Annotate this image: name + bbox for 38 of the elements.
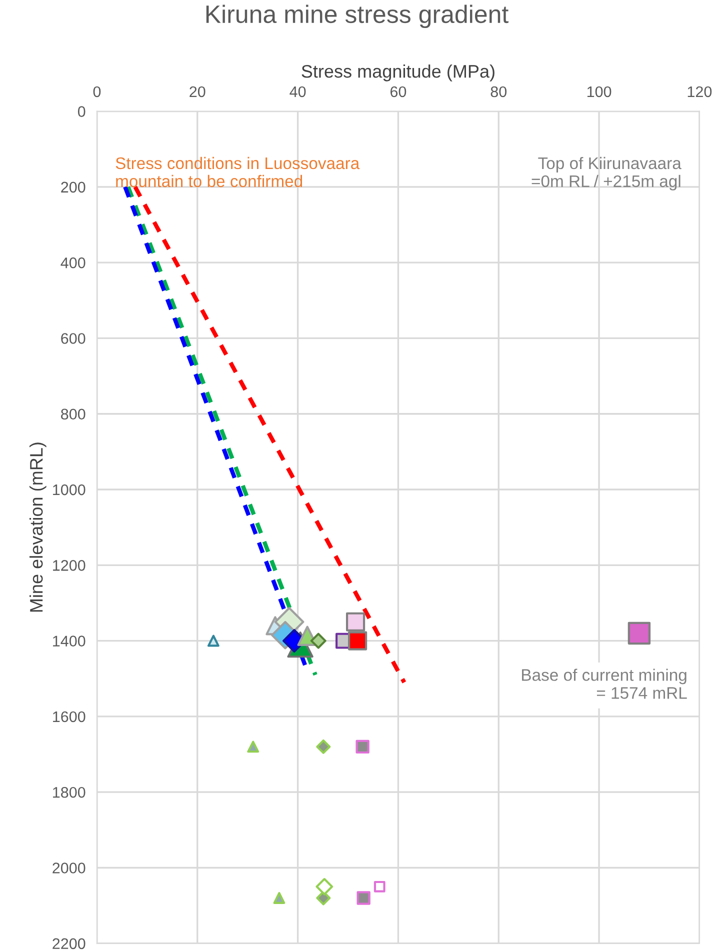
point [348, 631, 368, 650]
point [316, 890, 331, 906]
point [310, 632, 326, 649]
x-tick-label: 60 [390, 86, 406, 98]
point [316, 878, 334, 896]
y-tick-label: 1800 [53, 786, 86, 798]
y-tick-label: 1000 [53, 484, 86, 496]
y-axis-title: Mine elevation (mRL) [29, 442, 46, 612]
point [356, 740, 370, 754]
y-tick-label: 200 [61, 182, 86, 193]
x-axis-title: Stress magnitude (MPa) [302, 64, 494, 82]
annotation: Base of current mining = 1574 mRL [522, 668, 687, 699]
y-tick-label: 800 [61, 408, 86, 420]
y-tick-label: 0 [78, 106, 86, 117]
point [356, 891, 370, 905]
point [247, 740, 260, 753]
y-tick-label: 2200 [52, 938, 86, 950]
annotation: Top of Kiirunavaara =0m RL / +215m agl [532, 156, 682, 190]
x-tick-label: 20 [190, 86, 206, 98]
y-tick-label: 1600 [53, 711, 86, 722]
y-tick-label: 400 [60, 257, 86, 268]
point [273, 892, 286, 904]
x-tick-label: 80 [490, 86, 507, 98]
point [374, 880, 386, 892]
x-tick-label: 40 [290, 86, 306, 98]
y-tick-label: 2000 [52, 862, 86, 874]
point [207, 634, 220, 647]
x-tick-label: 100 [587, 86, 612, 98]
y-tick-label: 600 [61, 333, 86, 344]
x-tick-label: 0 [93, 86, 101, 98]
point [628, 622, 651, 645]
annotation: Stress conditions in Luossovaara mountain to be confirmed [116, 156, 360, 188]
point [346, 612, 366, 632]
point [316, 739, 331, 754]
chart-title: Kiruna mine stress gradient [206, 4, 508, 28]
x-tick-label: 120 [688, 86, 712, 98]
y-tick-label: 1200 [53, 560, 86, 571]
y-tick-label: 1400 [53, 636, 86, 646]
